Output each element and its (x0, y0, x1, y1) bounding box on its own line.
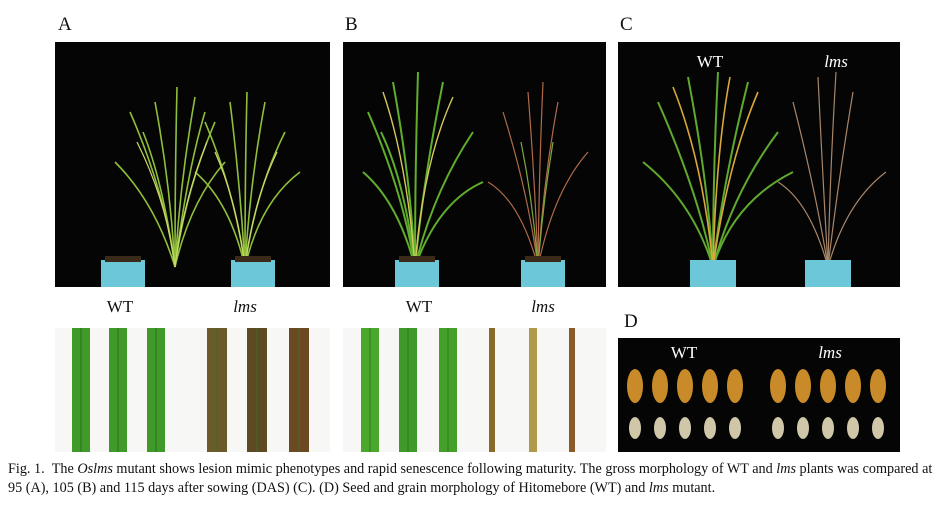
panel-d-wt-label: WT (670, 343, 698, 362)
panel-label-a: A (58, 14, 72, 35)
panel-b-leaves-photo (343, 328, 606, 452)
panel-d-seeds-illustration (627, 369, 886, 439)
panel-label-d: D (624, 311, 638, 332)
panel-a-leaves-photo (55, 328, 330, 452)
panel-c-plants-illustration (642, 71, 887, 287)
panel-b-plants-photo (343, 42, 606, 287)
panel-a-plants-photo (55, 42, 330, 287)
panel-a-lms-label: lms (233, 297, 257, 316)
panel-c-wt-label: WT (696, 52, 724, 71)
panel-d-seeds-photo (618, 338, 900, 452)
panel-a-wt-label: WT (106, 297, 134, 316)
panel-b-wt-label: WT (405, 297, 433, 316)
caption-text-7: mutant. (668, 479, 716, 496)
panel-label-c: C (620, 14, 633, 35)
panel-d-lms-label: lms (818, 343, 842, 362)
caption-text-1: The (51, 461, 78, 477)
caption-text-3: mutant shows lesion mimic phenotypes and… (112, 461, 777, 477)
panel-a-plants-illustration (101, 86, 301, 287)
caption-text-4: lms (776, 461, 796, 477)
caption-text-2: Oslms (77, 461, 113, 477)
panel-b-lms-label: lms (531, 297, 555, 316)
caption-text-6: lms (648, 479, 669, 496)
panel-a-leaves-illustration (72, 328, 309, 452)
panel-b-leaves-illustration (361, 328, 575, 452)
panel-c-plants-photo (618, 42, 900, 287)
panel-c-lms-label: lms (824, 52, 848, 71)
caption-fig-number: Fig. 1. (8, 461, 45, 477)
figure-caption: Fig. 1. The Oslms mutant shows lesion mi… (8, 460, 944, 497)
panel-label-b: B (345, 14, 358, 35)
panel-b-plants-illustration (362, 71, 589, 287)
caption-text-5: plants was compared at 95 (A), 105 (B) a… (8, 461, 933, 496)
